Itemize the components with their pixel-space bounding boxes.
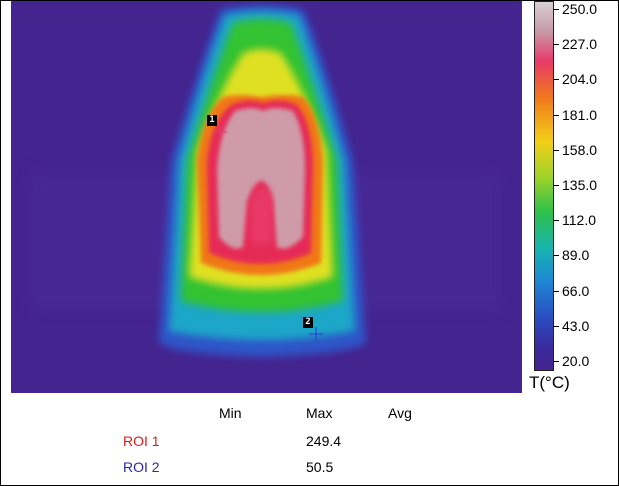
temperature-unit-label: T(°C): [529, 373, 570, 392]
thermal-image-view: 1 2: [11, 1, 522, 393]
scale-tick-mark: [553, 44, 559, 46]
roi-2-crosshair[interactable]: [309, 327, 323, 341]
scale-tick-label: 227.0: [562, 36, 598, 53]
roi-2-max-value: 50.5: [306, 459, 334, 475]
thermal-image: [31, 5, 501, 357]
scale-tick-mark: [553, 220, 559, 222]
scale-tick-mark: [553, 255, 559, 257]
scale-tick-label: 158.0: [562, 141, 598, 158]
scale-tick-label: 20.0: [562, 353, 590, 369]
scale-tick-mark: [553, 149, 559, 151]
scale-tick-label: 43.0: [562, 317, 590, 334]
color-scale-bar: [534, 1, 554, 371]
max-column-header: Max: [306, 405, 333, 421]
scale-tick-mark: [553, 325, 559, 327]
roi-1-crosshair[interactable]: [213, 125, 227, 139]
scale-tick-label: 66.0: [562, 282, 590, 299]
roi-2-marker-label: 2: [303, 317, 313, 328]
scale-tick-mark: [553, 114, 559, 116]
scale-tick-label: 112.0: [562, 212, 596, 229]
scale-tick-mark: [553, 361, 559, 362]
scale-tick-mark: [553, 290, 559, 292]
scale-tick-mark: [553, 9, 559, 10]
avg-column-header: Avg: [388, 405, 412, 421]
roi-1-marker-label: 1: [207, 115, 217, 126]
scale-tick-label: 89.0: [562, 247, 590, 264]
scale-tick-label: 204.0: [562, 71, 598, 88]
min-column-header: Min: [219, 405, 242, 421]
scale-tick-label: 181.0: [562, 106, 598, 123]
scale-tick-label: 250.0: [562, 1, 598, 17]
roi-1-label: ROI 1: [123, 433, 160, 449]
roi-1-max-value: 249.4: [306, 433, 342, 449]
scale-tick-mark: [553, 185, 559, 186]
roi-2-label: ROI 2: [123, 459, 160, 475]
scale-tick-mark: [553, 79, 559, 81]
scale-tick-label: 135.0: [562, 177, 598, 193]
